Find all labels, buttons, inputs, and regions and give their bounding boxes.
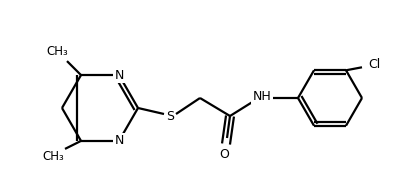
- Text: O: O: [219, 148, 229, 161]
- Text: NH: NH: [253, 89, 271, 102]
- Text: N: N: [114, 69, 124, 82]
- Text: Cl: Cl: [368, 58, 380, 71]
- Text: S: S: [166, 109, 174, 123]
- Text: CH₃: CH₃: [42, 150, 64, 163]
- Text: N: N: [114, 134, 124, 147]
- Text: CH₃: CH₃: [46, 45, 68, 58]
